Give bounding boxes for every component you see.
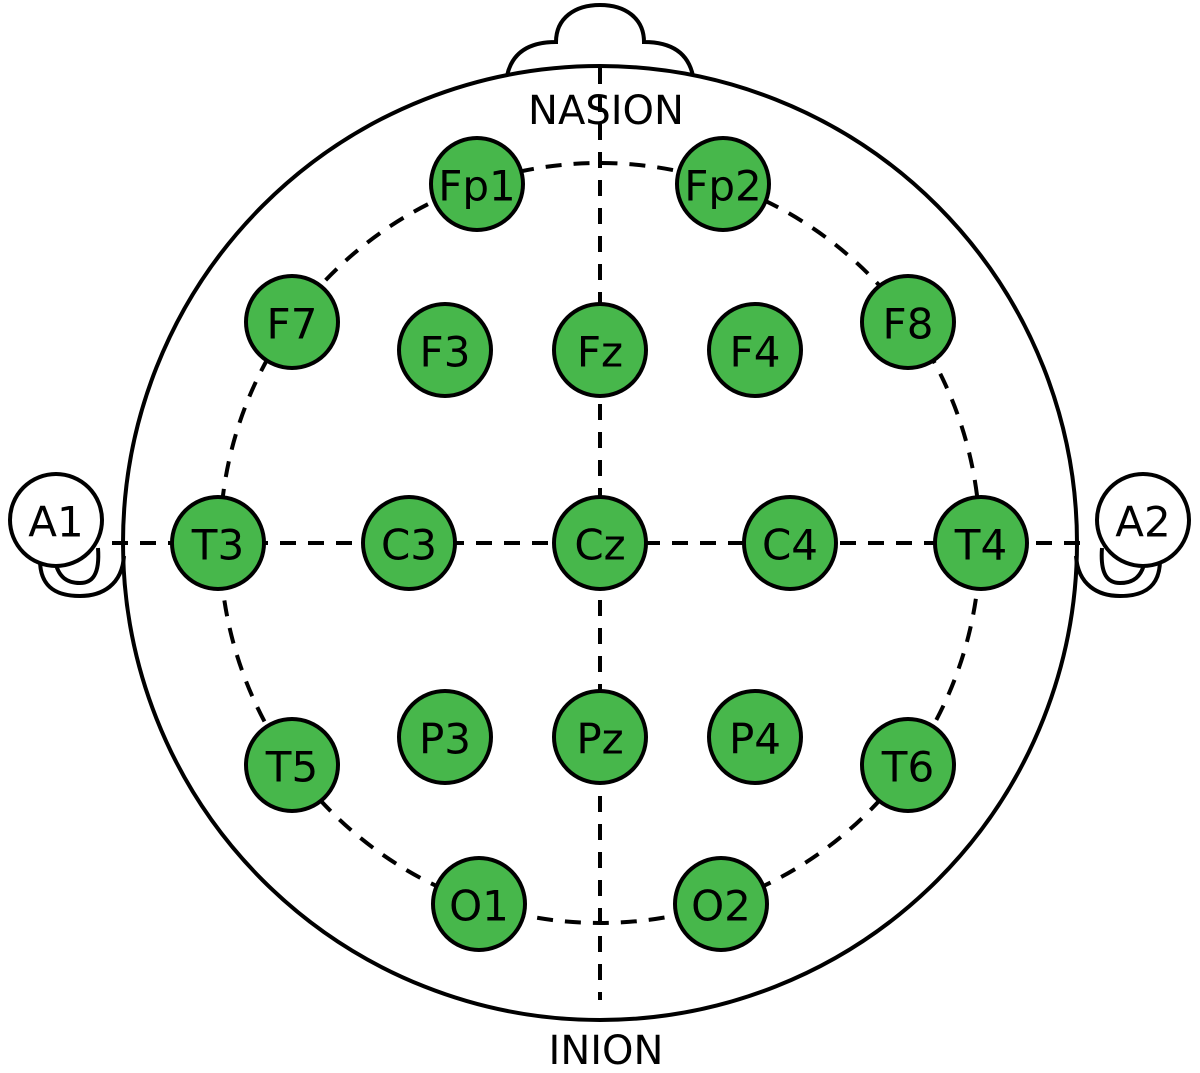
electrode-o2-label: O2 bbox=[691, 882, 751, 931]
electrode-fp2-label: Fp2 bbox=[684, 162, 762, 211]
electrode-cz-label: Cz bbox=[574, 521, 625, 570]
electrode-o2 bbox=[673, 856, 769, 952]
electrode-t3 bbox=[170, 495, 266, 591]
electrode-f8 bbox=[860, 274, 956, 370]
ear-electrode-a2 bbox=[1095, 472, 1191, 568]
electrode-f3-label: F3 bbox=[420, 328, 471, 377]
electrode-t6-label: T6 bbox=[881, 743, 934, 792]
electrode-t5 bbox=[244, 717, 340, 813]
nose-outline bbox=[505, 2, 695, 77]
electrode-fp1 bbox=[429, 136, 525, 232]
electrode-f4-label: F4 bbox=[730, 328, 781, 377]
electrode-p4 bbox=[707, 689, 803, 785]
right-ear bbox=[1074, 547, 1162, 599]
electrode-pz-label: Pz bbox=[576, 715, 623, 764]
electrode-c3-label: C3 bbox=[381, 521, 437, 570]
electrode-c4 bbox=[742, 495, 838, 591]
electrode-t5-label: T5 bbox=[265, 743, 318, 792]
electrode-fz-label: Fz bbox=[577, 328, 623, 377]
ear-electrode-a1-label: A1 bbox=[28, 498, 83, 547]
electrode-fp1-label: Fp1 bbox=[438, 162, 516, 211]
ear-reference-group: A1 A2 bbox=[8, 472, 1191, 568]
inion-label: INION bbox=[549, 1028, 664, 1073]
electrode-o1-label: O1 bbox=[449, 882, 509, 931]
nasion-label: NASION bbox=[528, 88, 684, 134]
electrode-cz bbox=[552, 495, 648, 591]
electrode-f8-label: F8 bbox=[883, 300, 934, 349]
electrode-fz bbox=[552, 302, 648, 398]
ear-electrode-a1 bbox=[8, 472, 104, 568]
electrode-c4-label: C4 bbox=[762, 521, 818, 570]
electrode-p4-label: P4 bbox=[729, 715, 781, 764]
electrode-fp2 bbox=[675, 136, 771, 232]
electrode-t3-label: T3 bbox=[191, 521, 244, 570]
electrode-f4 bbox=[707, 302, 803, 398]
electrode-c3 bbox=[361, 495, 457, 591]
electrode-p3-label: P3 bbox=[419, 715, 471, 764]
electrode-f7 bbox=[244, 274, 340, 370]
electrode-t4 bbox=[933, 495, 1029, 591]
electrode-p3 bbox=[397, 689, 493, 785]
ear-electrode-a2-label: A2 bbox=[1115, 498, 1170, 547]
electrode-t4-label: T4 bbox=[954, 521, 1007, 570]
electrode-f7-label: F7 bbox=[267, 300, 318, 349]
left-ear bbox=[38, 547, 126, 599]
electrode-group: Fp1 Fp2 F7 F3 Fz F4 F8 T3 C3 Cz C4 T4 T5 P3 Pz P4 T6 O1 O2 bbox=[170, 136, 1029, 952]
electrode-pz bbox=[552, 689, 648, 785]
electrode-f3 bbox=[397, 302, 493, 398]
electrode-t6 bbox=[860, 717, 956, 813]
electrode-o1 bbox=[431, 856, 527, 952]
